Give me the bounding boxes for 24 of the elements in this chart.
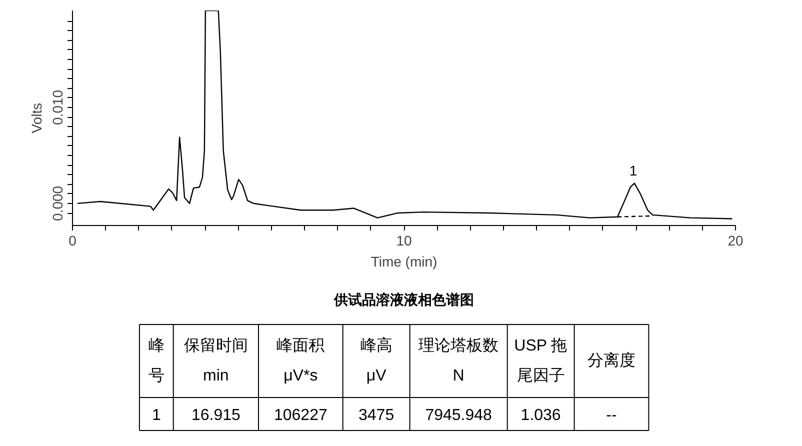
text: 供试品溶液液相色谱图 xyxy=(333,292,474,308)
text: 理论塔板数 N xyxy=(418,336,499,384)
x-tick-label: 10 xyxy=(396,232,412,248)
text: USP 拖尾因子 xyxy=(514,338,568,384)
text: 峰面积 μV*s xyxy=(276,338,325,384)
text: 峰高 μV xyxy=(360,336,392,384)
x-tick-label: 0 xyxy=(68,232,77,248)
y-axis-title: Volts xyxy=(28,102,44,134)
text: -- xyxy=(606,407,617,424)
text: 1.036 xyxy=(520,407,561,424)
y-tick-label: 0.000 xyxy=(50,186,66,221)
line-series xyxy=(76,10,733,220)
text: 7945.948 xyxy=(425,407,492,424)
annotation: 1 xyxy=(629,162,638,178)
y-tick-label: 0.010 xyxy=(50,90,66,125)
text: 分离度 xyxy=(587,352,636,370)
text: 1 xyxy=(152,407,161,424)
text: 峰号 xyxy=(148,338,164,384)
text: 3475 xyxy=(358,407,394,424)
text: 保留时间 min xyxy=(184,336,248,384)
x-tick-label: 20 xyxy=(728,232,744,248)
x-axis-title: Time (min) xyxy=(370,254,438,270)
text: 16.915 xyxy=(191,407,240,424)
text: 106227 xyxy=(274,407,328,424)
